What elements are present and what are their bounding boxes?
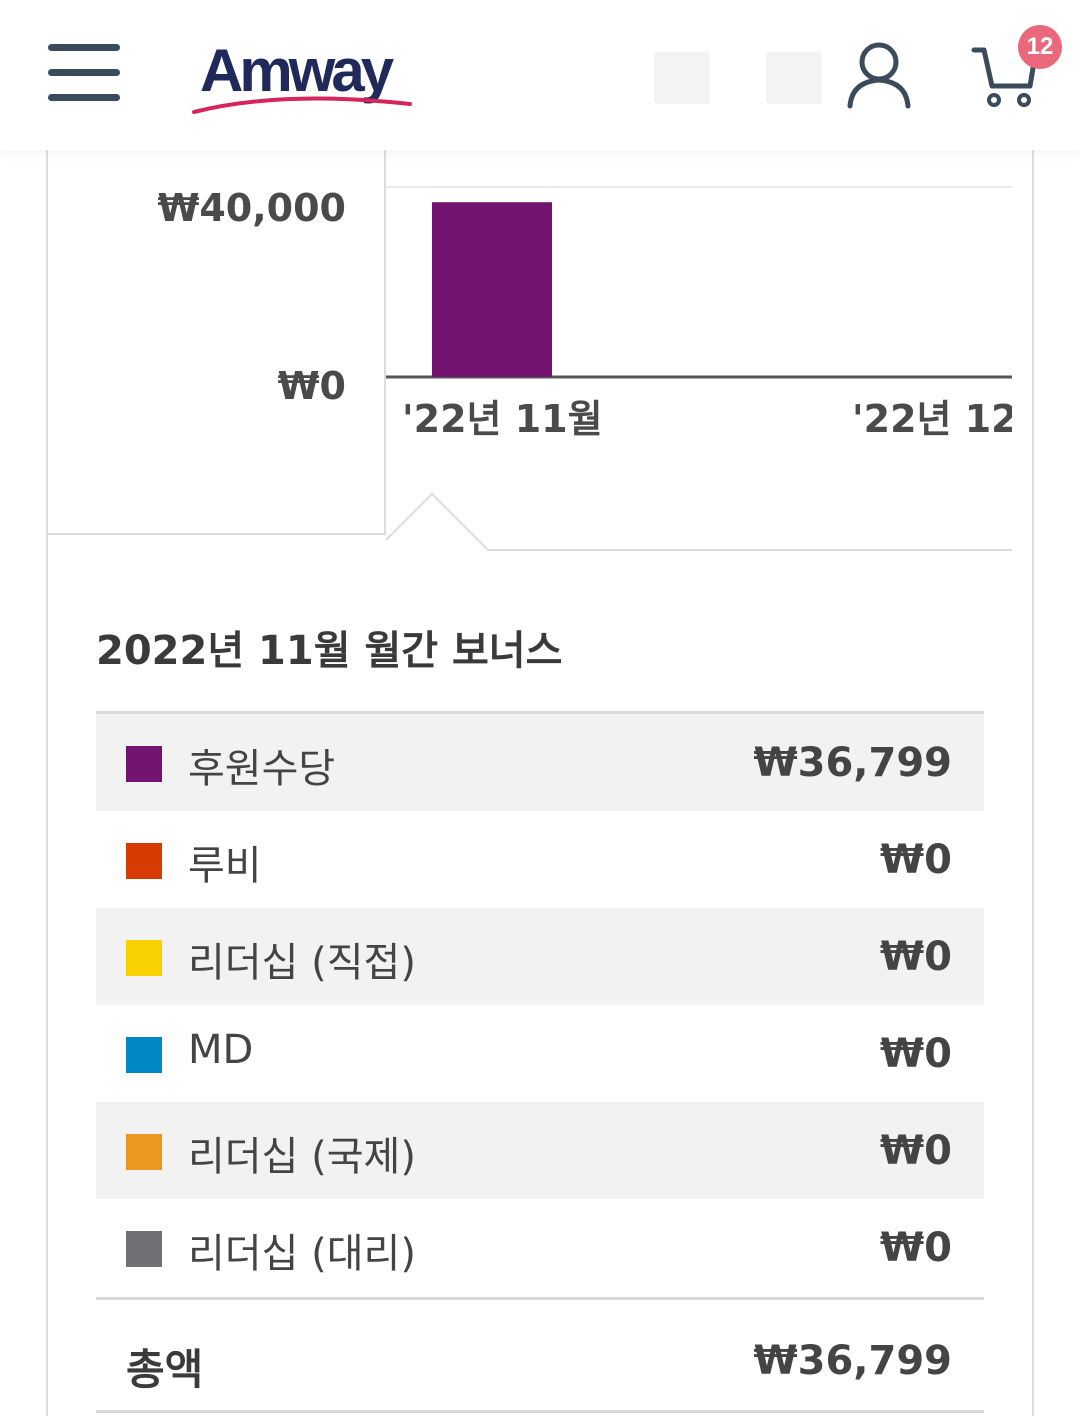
bonus-table: 후원수당 ₩36,799 루비 ₩0 리더십 (직접) ₩0 MD ₩0 리더십…: [96, 711, 984, 1296]
total-value: ₩36,799: [753, 1338, 952, 1384]
bonus-label: 루비: [188, 843, 262, 889]
x-tick-label[interactable]: '22년 12월: [852, 397, 1012, 441]
legend-swatch: [126, 1231, 162, 1267]
faded-icon: [654, 52, 710, 104]
bonus-row: 리더십 (국제) ₩0: [96, 1102, 984, 1199]
bonus-label: 리더십 (직접): [188, 940, 416, 986]
legend-swatch: [126, 1134, 162, 1170]
bonus-value: ₩0: [880, 1031, 952, 1077]
legend-swatch: [126, 843, 162, 879]
legend-swatch: [126, 746, 162, 782]
user-icon[interactable]: [846, 40, 912, 110]
bottom-divider: [96, 1410, 984, 1413]
cart-count-badge: 12: [1018, 25, 1062, 69]
card-border: [1032, 150, 1034, 1416]
x-tick-label[interactable]: '22년 11월: [402, 397, 603, 441]
bonus-label: MD: [188, 1027, 254, 1073]
logo-text: Amway: [200, 37, 394, 104]
bonus-row: 리더십 (직접) ₩0: [96, 908, 984, 1005]
legend-swatch: [126, 940, 162, 976]
bonus-label: 리더십 (국제): [188, 1134, 416, 1180]
cart-icon[interactable]: [970, 40, 1040, 110]
y-tick-label: ₩40,000: [157, 186, 346, 230]
logo-swoosh: [192, 96, 412, 114]
legend-swatch: [126, 1037, 162, 1073]
amway-logo[interactable]: Amway: [192, 36, 414, 118]
bonus-row: MD ₩0: [96, 1005, 984, 1102]
total-divider: [96, 1297, 984, 1300]
chart-y-axis-panel: ₩40,000 ₩0: [48, 150, 386, 535]
bonus-label: 후원수당: [188, 746, 336, 792]
bonus-value: ₩0: [880, 1128, 952, 1174]
bonus-value: ₩0: [880, 837, 952, 883]
selection-pointer-border: [386, 492, 1012, 551]
bonus-row: 후원수당 ₩36,799: [96, 714, 984, 811]
total-label: 총액: [126, 1345, 204, 1394]
faded-icon: [766, 52, 822, 104]
bonus-label: 리더십 (대리): [188, 1231, 416, 1277]
chart-bar[interactable]: [432, 202, 552, 377]
bonus-bar-chart: '22년 11월 '22년 12월: [386, 186, 1012, 551]
bonus-value: ₩0: [880, 934, 952, 980]
top-header: Amway 12: [0, 0, 1080, 150]
bonus-row: 리더십 (대리) ₩0: [96, 1199, 984, 1296]
card-border: [46, 150, 48, 1416]
bonus-title: 2022년 11월 월간 보너스: [96, 628, 563, 674]
bonus-value: ₩36,799: [753, 740, 952, 786]
bonus-value: ₩0: [880, 1225, 952, 1271]
y-tick-label: ₩0: [277, 364, 346, 408]
hamburger-menu-icon[interactable]: [48, 44, 120, 102]
bonus-row: 루비 ₩0: [96, 811, 984, 908]
